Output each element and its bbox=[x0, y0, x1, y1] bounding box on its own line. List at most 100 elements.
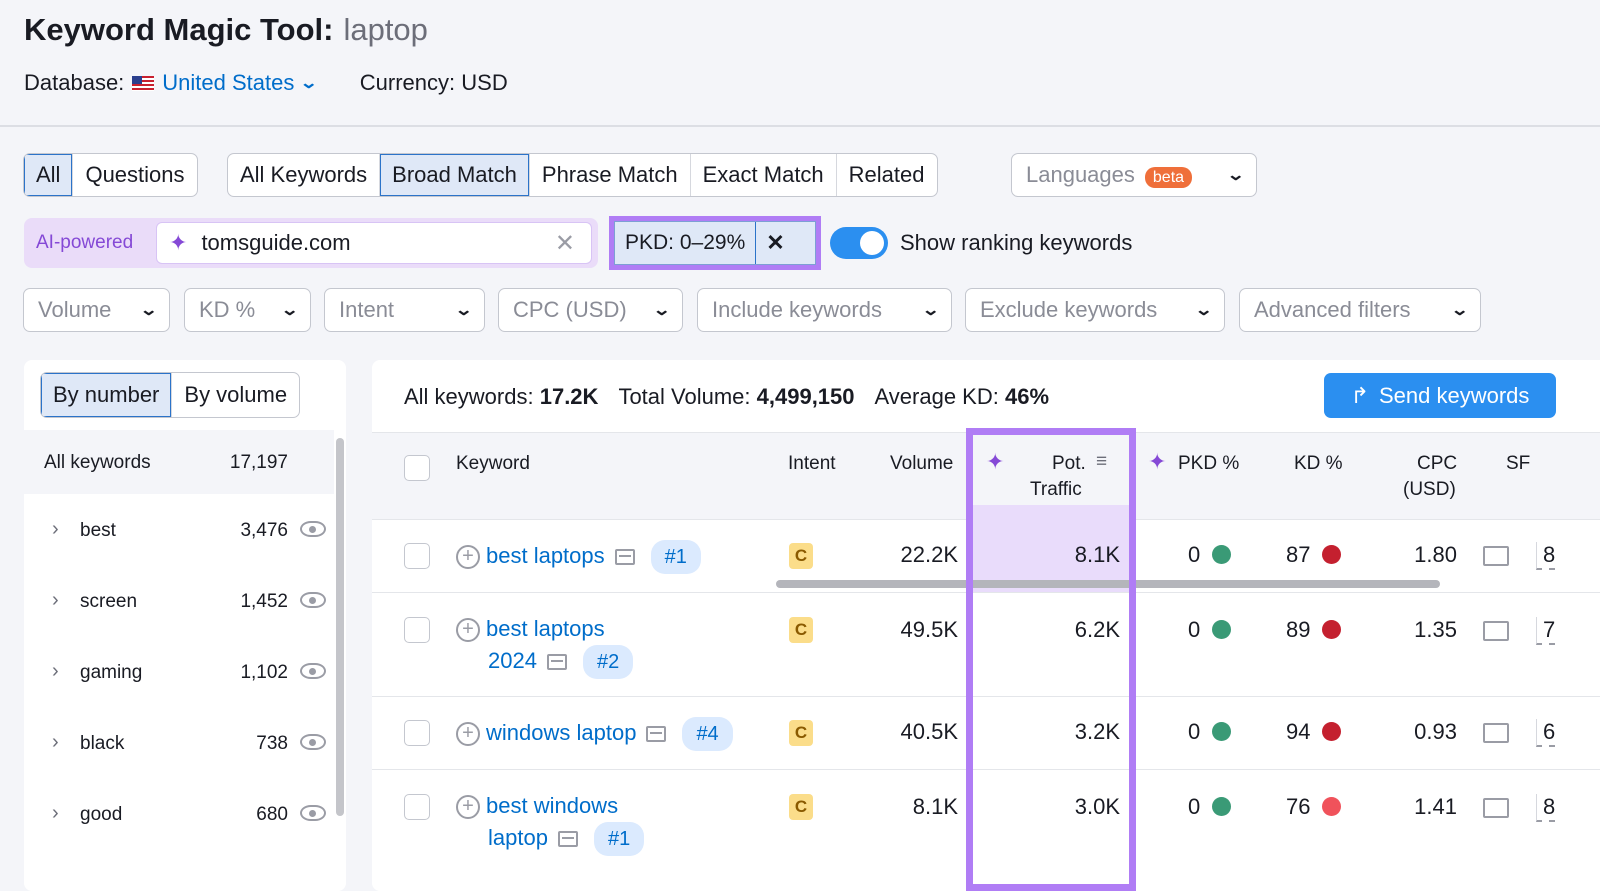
filter-intent[interactable]: Intent ⌄ bbox=[324, 288, 485, 332]
chevron-right-icon[interactable]: › bbox=[52, 518, 59, 540]
keyword-link[interactable]: windows laptop bbox=[486, 720, 637, 745]
keyword-link[interactable]: best laptops bbox=[486, 543, 605, 568]
filter-kd[interactable]: KD % ⌄ bbox=[184, 288, 311, 332]
row-checkbox[interactable] bbox=[404, 617, 430, 643]
keyword-link[interactable]: best windows bbox=[486, 793, 619, 818]
add-icon[interactable]: + bbox=[456, 545, 480, 570]
filter-include-keywords[interactable]: Include keywords ⌄ bbox=[697, 288, 952, 332]
tab-all-keywords[interactable]: All Keywords bbox=[228, 154, 381, 196]
serp-features-icon[interactable] bbox=[1483, 798, 1509, 818]
keyword-link-line2[interactable]: laptop bbox=[488, 825, 548, 850]
row-checkbox[interactable] bbox=[404, 543, 430, 569]
col-cpc[interactable]: CPC bbox=[1417, 453, 1458, 474]
remove-filter-icon[interactable]: ✕ bbox=[755, 222, 794, 264]
eye-icon[interactable] bbox=[300, 521, 326, 537]
keyword-link-line2[interactable]: 2024 bbox=[488, 648, 537, 673]
add-icon[interactable]: + bbox=[456, 795, 480, 820]
sf-count[interactable]: 8 bbox=[1536, 794, 1556, 822]
table-row: + best laptops 2024 #2 C 49.5K 6.2K 0 89 1.… bbox=[372, 593, 1600, 697]
sort-icon[interactable]: ≡ bbox=[1096, 451, 1108, 472]
chevron-down-icon[interactable]: ⌄ bbox=[299, 75, 319, 92]
serp-features-icon[interactable] bbox=[1483, 621, 1509, 641]
eye-icon[interactable] bbox=[300, 734, 326, 750]
pkd-dot bbox=[1212, 797, 1232, 816]
scrollbar[interactable] bbox=[336, 438, 344, 816]
kd: 89 bbox=[1286, 617, 1342, 643]
select-all-checkbox[interactable] bbox=[404, 455, 430, 481]
tab-broad-match[interactable]: Broad Match bbox=[380, 154, 530, 196]
sf-count[interactable]: 8 bbox=[1536, 542, 1556, 570]
show-ranking-toggle[interactable] bbox=[830, 227, 888, 259]
tab-all[interactable]: All bbox=[24, 154, 74, 196]
tab-questions[interactable]: Questions bbox=[85, 162, 185, 187]
table-row: + best windows laptop #1 C 8.1K 3.0K 0 76 1… bbox=[372, 770, 1600, 891]
chevron-right-icon[interactable]: › bbox=[52, 802, 59, 824]
col-kd[interactable]: KD % bbox=[1294, 453, 1343, 474]
summary-stats: All keywords: 17.2K Total Volume: 4,499,… bbox=[404, 384, 1050, 409]
pkd-filter-label[interactable]: PKD: 0–29% bbox=[625, 231, 746, 254]
page-title: Keyword Magic Tool: laptop bbox=[24, 12, 428, 47]
all-keywords-group[interactable]: All keywords 17,197 bbox=[24, 430, 334, 494]
serp-features-icon[interactable] bbox=[1483, 723, 1509, 743]
group-item[interactable]: › screen 1,452 bbox=[24, 569, 334, 635]
group-item[interactable]: › best 3,476 bbox=[24, 498, 334, 564]
by-volume-button[interactable]: By volume bbox=[184, 382, 288, 407]
serp-icon[interactable] bbox=[646, 726, 667, 743]
sf-count[interactable]: 7 bbox=[1536, 617, 1556, 645]
pot-traffic: 8.1K bbox=[1074, 542, 1120, 567]
col-intent[interactable]: Intent bbox=[788, 453, 836, 474]
languages-dropdown[interactable]: Languages beta ⌄ bbox=[1011, 153, 1257, 197]
horizontal-scrollbar[interactable] bbox=[776, 580, 1440, 588]
col-sf[interactable]: SF bbox=[1506, 453, 1531, 474]
filter-advanced[interactable]: Advanced filters ⌄ bbox=[1239, 288, 1481, 332]
volume: 49.5K bbox=[900, 617, 959, 642]
sparkle-icon: ✦ bbox=[169, 230, 188, 255]
send-keywords-button[interactable]: ↱ Send keywords bbox=[1324, 373, 1556, 418]
chevron-down-icon: ⌄ bbox=[1225, 167, 1245, 184]
chevron-right-icon[interactable]: › bbox=[52, 660, 59, 682]
cpc: 1.35 bbox=[1414, 617, 1457, 642]
add-icon[interactable]: + bbox=[456, 722, 480, 747]
group-item[interactable]: › good 680 bbox=[24, 782, 334, 848]
by-number-button[interactable]: By number bbox=[41, 373, 173, 417]
keyword-link[interactable]: best laptops bbox=[486, 616, 605, 641]
database-select[interactable]: United States bbox=[162, 70, 295, 95]
col-volume[interactable]: Volume bbox=[890, 453, 954, 474]
chevron-down-icon: ⌄ bbox=[138, 302, 158, 319]
sf-count[interactable]: 6 bbox=[1536, 719, 1556, 747]
row-checkbox[interactable] bbox=[404, 794, 430, 820]
group-item[interactable]: › gaming 1,102 bbox=[24, 640, 334, 706]
eye-icon[interactable] bbox=[300, 805, 326, 821]
chevron-right-icon[interactable]: › bbox=[52, 589, 59, 611]
serp-icon[interactable] bbox=[557, 831, 578, 848]
col-pkd[interactable]: PKD % bbox=[1178, 453, 1240, 474]
group-item[interactable]: › black 738 bbox=[24, 711, 334, 777]
all-keywords-label: All keywords bbox=[44, 452, 151, 473]
clear-icon[interactable]: ✕ bbox=[554, 229, 575, 257]
keyword-groups-panel: By number By volume All keywords 17,197 … bbox=[24, 360, 346, 891]
col-pot-traffic[interactable]: Pot. bbox=[1052, 453, 1086, 474]
row-checkbox[interactable] bbox=[404, 720, 430, 746]
filter-exclude-keywords[interactable]: Exclude keywords ⌄ bbox=[965, 288, 1225, 332]
tab-related[interactable]: Related bbox=[848, 162, 925, 187]
match-tabs: All Keywords Broad Match Phrase Match Ex… bbox=[227, 153, 938, 197]
pot-traffic: 3.0K bbox=[1074, 794, 1120, 819]
filter-cpc[interactable]: CPC (USD) ⌄ bbox=[498, 288, 683, 332]
serp-icon[interactable] bbox=[546, 654, 567, 671]
domain-input[interactable]: ✦ tomsguide.com ✕ bbox=[156, 222, 592, 264]
eye-icon[interactable] bbox=[300, 592, 326, 608]
intent-badge: C bbox=[789, 794, 813, 820]
tab-phrase-match[interactable]: Phrase Match bbox=[530, 154, 691, 196]
volume: 22.2K bbox=[900, 542, 959, 567]
filter-volume[interactable]: Volume ⌄ bbox=[23, 288, 170, 332]
pot-traffic: 3.2K bbox=[1074, 719, 1120, 744]
share-arrow-icon: ↱ bbox=[1350, 382, 1369, 408]
chevron-right-icon[interactable]: › bbox=[52, 731, 59, 753]
add-icon[interactable]: + bbox=[456, 618, 480, 643]
tab-exact-match[interactable]: Exact Match bbox=[691, 154, 837, 196]
eye-icon[interactable] bbox=[300, 663, 326, 679]
serp-icon[interactable] bbox=[614, 549, 635, 566]
all-keywords-count: 17,197 bbox=[229, 452, 288, 473]
serp-features-icon[interactable] bbox=[1483, 546, 1509, 566]
col-keyword[interactable]: Keyword bbox=[456, 453, 530, 474]
